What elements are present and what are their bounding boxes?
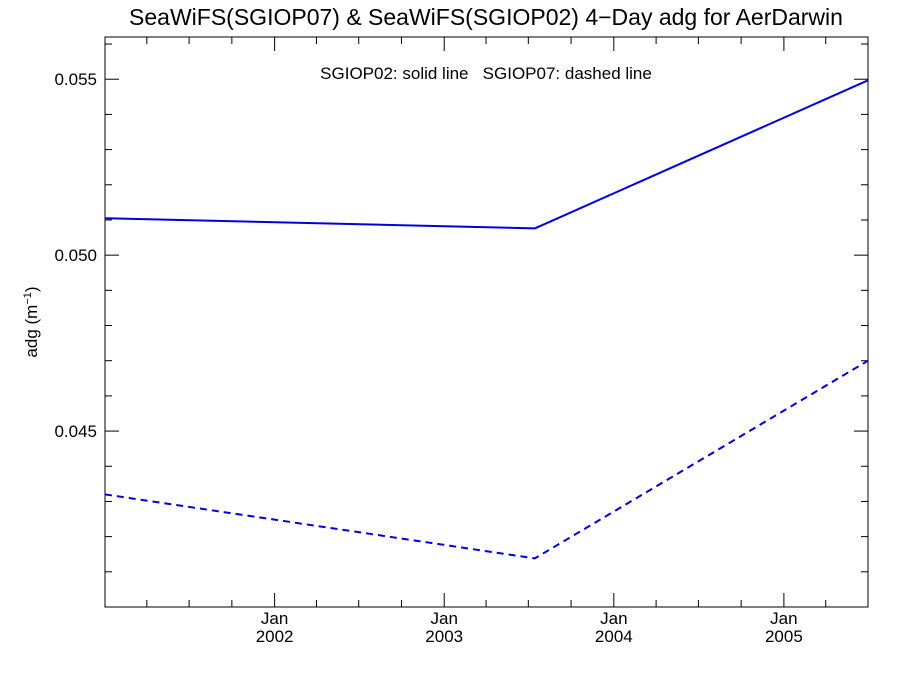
x-tick-label-month: Jan xyxy=(261,609,288,628)
y-axis: 0.045 0.050 0.055 xyxy=(54,43,868,608)
series-layer xyxy=(104,79,869,560)
y-tick-label: 0.055 xyxy=(54,70,97,89)
x-tick-label-year: 2003 xyxy=(425,627,463,646)
x-tick-label-month: Jan xyxy=(600,609,627,628)
y-axis-label: adg (m−1) xyxy=(22,286,41,357)
chart-title: SeaWiFS(SGIOP07) & SeaWiFS(SGIOP02) 4−Da… xyxy=(129,4,843,30)
series-line-sgiop02 xyxy=(104,79,869,230)
plot-frame xyxy=(104,36,869,608)
x-tick-label-month: Jan xyxy=(431,609,458,628)
y-tick-label: 0.045 xyxy=(54,422,97,441)
y-axis-label-superscript: −1 xyxy=(22,292,34,305)
x-tick-label-year: 2002 xyxy=(256,627,294,646)
y-axis-label-close: ) xyxy=(22,286,41,292)
x-tick-label-month: Jan xyxy=(770,609,797,628)
x-tick-label-year: 2004 xyxy=(595,627,633,646)
series-line-sgiop07 xyxy=(104,359,869,560)
y-axis-label-text: adg (m xyxy=(22,305,41,358)
line-style-note: SGIOP02: solid line SGIOP07: dashed line xyxy=(320,64,652,83)
y-tick-label: 0.050 xyxy=(54,246,97,265)
x-tick-label-year: 2005 xyxy=(765,627,803,646)
